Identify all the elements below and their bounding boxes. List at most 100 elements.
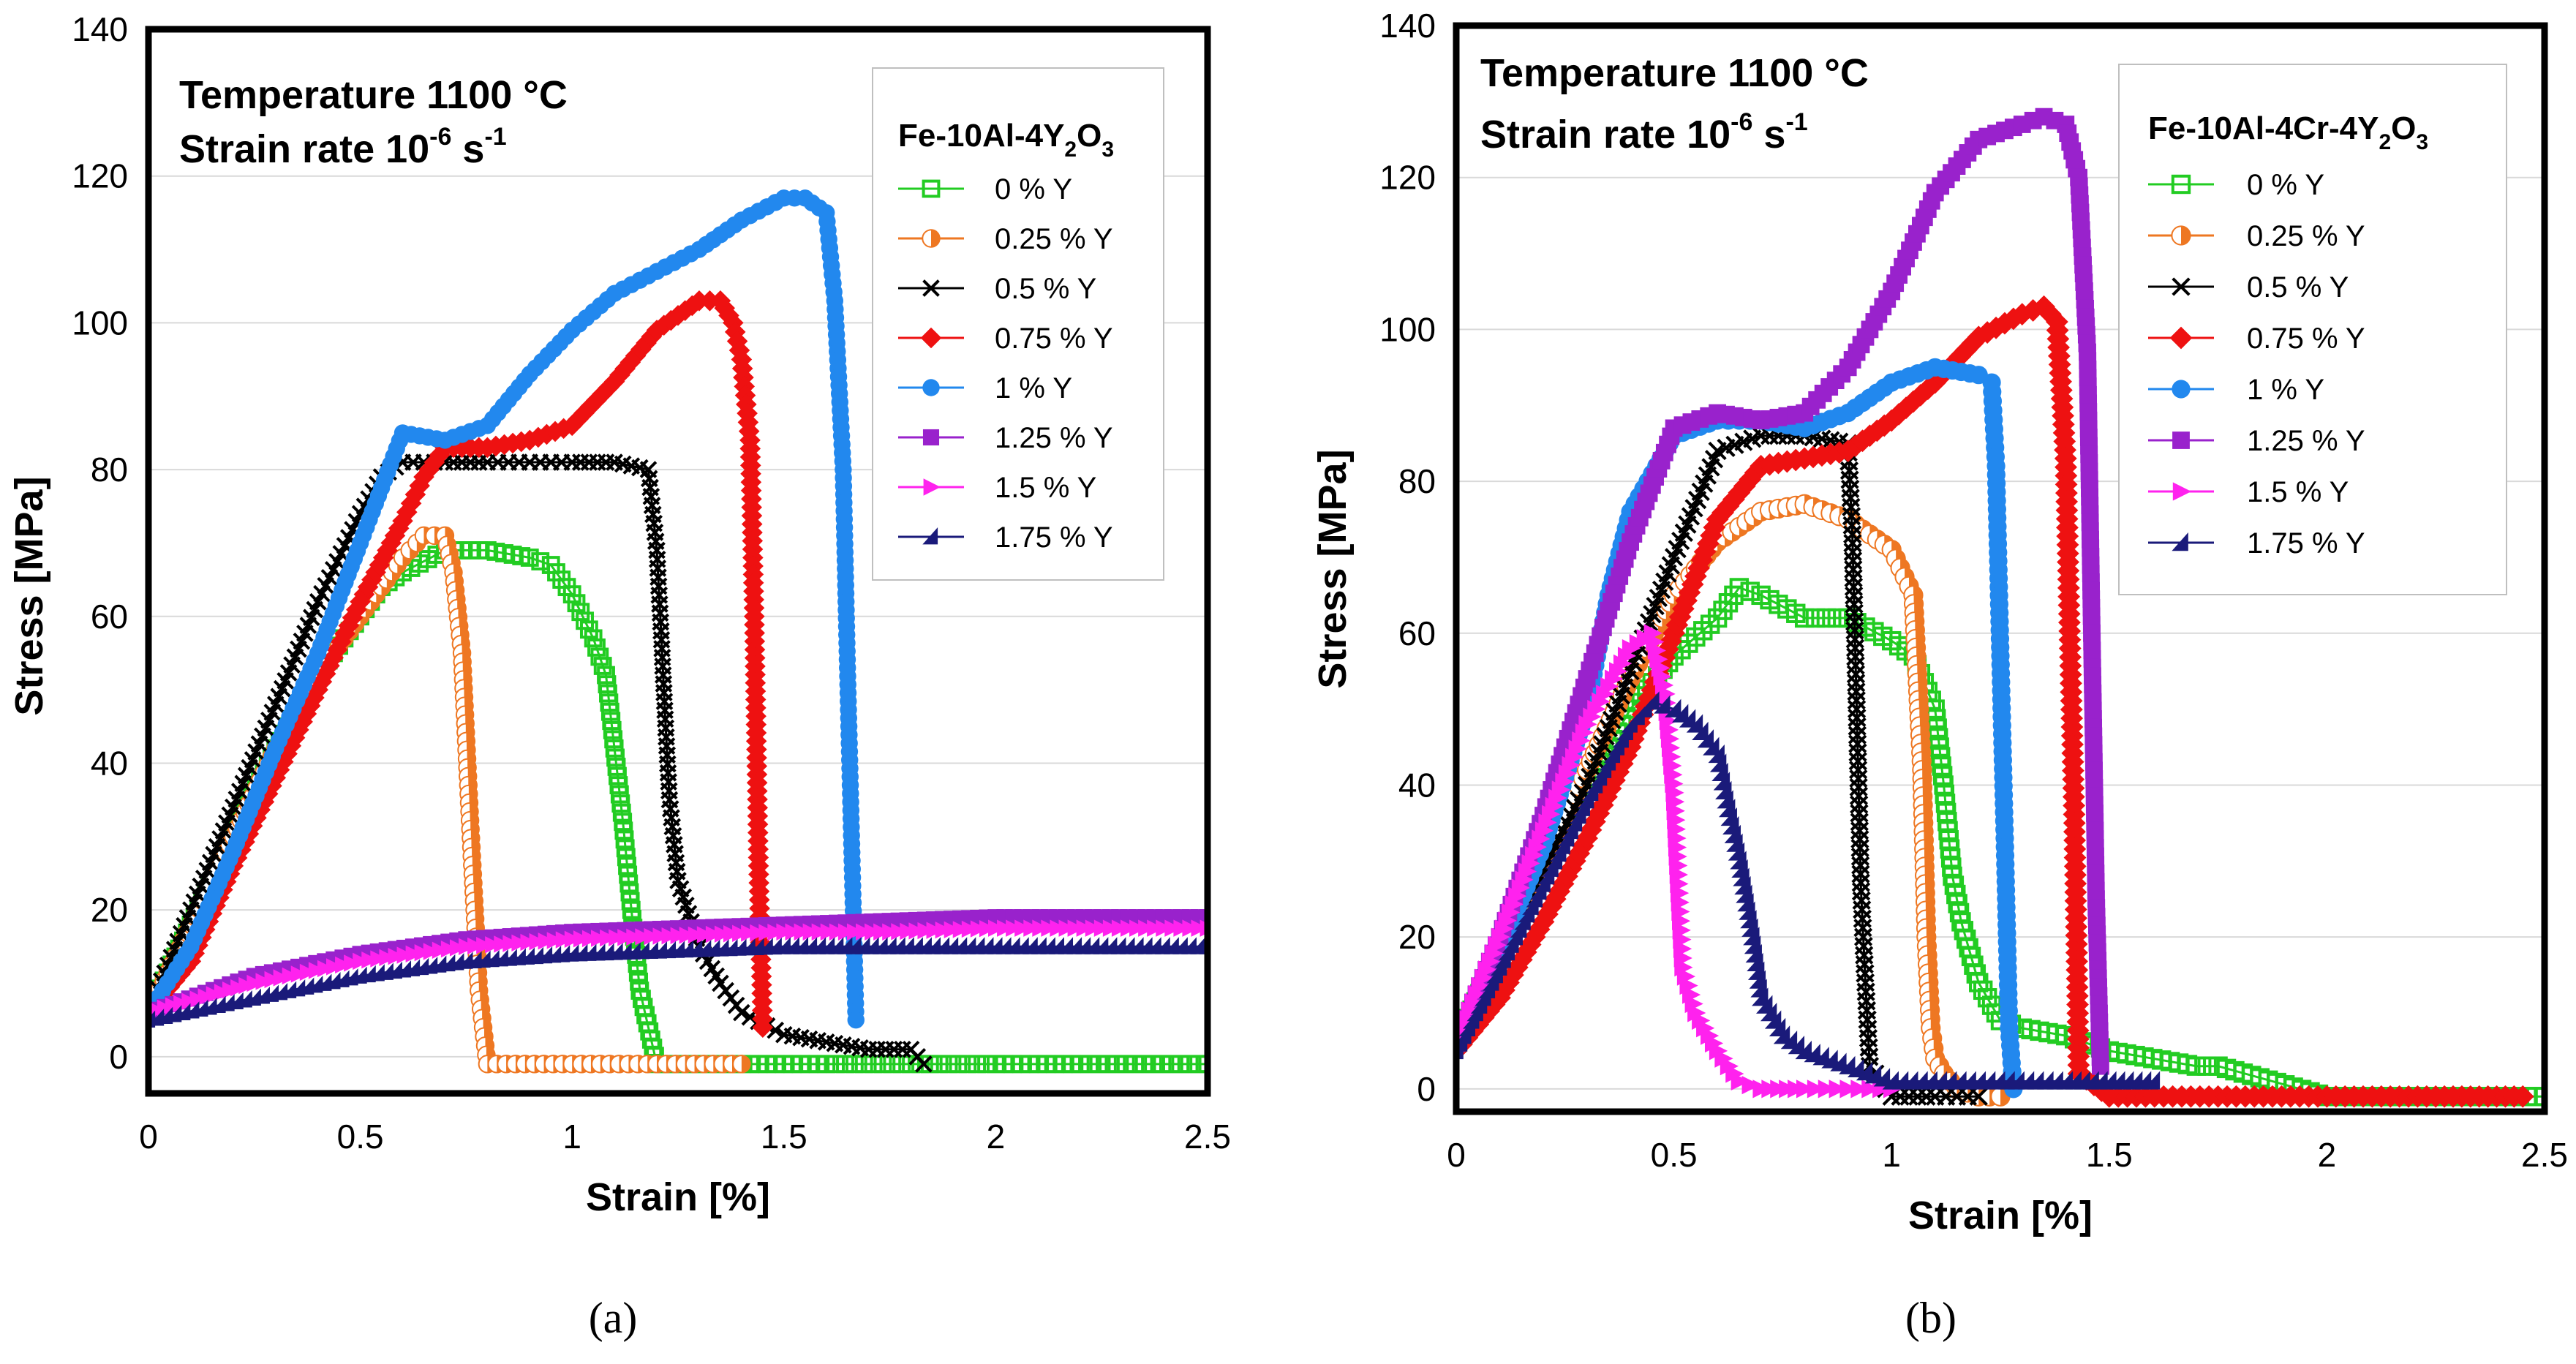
chart-a-point-1-75-y: [687, 940, 703, 957]
chart-a-point-1-5-y: [626, 928, 644, 946]
chart-a-point-0-y: [597, 666, 615, 685]
chart-a-point-1-75-y: [652, 941, 667, 959]
chart-a-legend-marker: [922, 527, 938, 545]
chart-b-point-0-75-y: [1510, 948, 1533, 971]
chart-a-point-1-5-y: [776, 923, 794, 941]
chart-a-point-1-75-y: [413, 957, 429, 976]
chart-a-point-1-75-y: [1164, 937, 1179, 954]
chart-a-point-1-5-y: [1085, 919, 1103, 937]
chart-a-point-0-75-y: [380, 532, 402, 554]
chart-b-x-tick-label: 0: [1447, 1136, 1466, 1174]
chart-b-point-1-75-y: [1743, 927, 1760, 946]
chart-a-point-1-5-y: [952, 921, 971, 938]
chart-b-point-1-5-y: [1861, 1079, 1880, 1099]
chart-a-point-1-5-y: [1111, 919, 1129, 937]
chart-b-x-tick-label: 0.5: [1651, 1136, 1698, 1174]
chart-a-x-axis-label: Strain [%]: [586, 1175, 770, 1219]
chart-a-point-0-y: [602, 712, 621, 731]
chart-b-point-0-75-y: [1993, 312, 2016, 335]
chart-b-point-1-75-y: [1679, 709, 1696, 728]
chart-a-annotation-temperature: Temperature 1100 °C: [179, 73, 568, 117]
chart-a-point-0-y: [590, 647, 609, 666]
chart-b-point-1-75-y: [1665, 698, 1681, 717]
chart-a-point-1-75-y: [713, 939, 729, 957]
chart-b-point-1-75-y: [1911, 1071, 1928, 1090]
chart-a-point-1-5-y: [361, 952, 379, 969]
chart-a-point-1-75-y: [598, 943, 614, 961]
chart-b-point-1-75-y: [1713, 772, 1730, 791]
chart-a-point-1-5-y: [485, 936, 502, 954]
chart-b-point-0-75-y: [1493, 979, 1515, 1002]
chart-b-point-0-y: [1827, 608, 1848, 628]
chart-a-point-0-25-y: [732, 1055, 751, 1074]
chart-b-point-0-75-y: [1551, 873, 1575, 895]
chart-b-point-0-75-y: [1607, 761, 1630, 783]
chart-a-point-0-75-y: [726, 331, 748, 352]
chart-a-point-1-5-y: [405, 945, 423, 963]
chart-a-point-1-5-y: [520, 933, 538, 952]
chart-b-point-1-75-y: [2091, 1071, 2108, 1090]
chart-b-point-0-75-y: [1880, 409, 1903, 432]
chart-a-point-1-5-y: [970, 920, 988, 938]
chart-a-point-0-y: [958, 1055, 977, 1074]
chart-a-point-1-75-y: [563, 944, 579, 962]
chart-b-point-0-75-y: [1505, 956, 1529, 979]
chart-a-point-1-5-y: [459, 938, 476, 956]
chart-a-legend-entry-1-25-y: 1.25 % Y: [898, 422, 1113, 454]
chart-b-point-0-75-y: [2511, 1085, 2534, 1108]
chart-b-point-1-75-y: [1747, 961, 1765, 980]
chart-a-point-0-y: [520, 549, 539, 567]
chart-b-point-0-75-y: [1924, 371, 1947, 394]
chart-a-point-1-5-y: [388, 947, 405, 965]
chart-a-y-axis-label: Stress [MPa]: [7, 476, 51, 715]
chart-a-point-0-y: [531, 552, 550, 570]
chart-b-point-1-75-y: [1930, 1071, 1948, 1090]
chart-a-point-1-75-y: [802, 937, 818, 954]
chart-b-point-0-75-y: [1571, 834, 1594, 857]
chart-b-point-0-5-y: [1908, 1087, 1927, 1106]
chart-a-point-0-y: [1126, 1055, 1145, 1074]
chart-a-point-1-75-y: [511, 948, 526, 965]
chart-a-point-1-5-y: [617, 929, 635, 946]
chart-b-point-1-75-y: [1739, 901, 1755, 920]
chart-a-point-1-75-y: [819, 937, 835, 954]
chart-a-point-1-75-y: [1040, 937, 1055, 954]
chart-b-point-1-75-y: [1891, 1071, 1909, 1090]
chart-b-point-1-75-y: [2143, 1071, 2161, 1090]
chart-a-point-1-5-y: [502, 935, 520, 952]
chart-a-point-1-5-y: [273, 969, 290, 987]
chart-b-point-1-75-y: [1530, 881, 1547, 900]
chart-a-point-0-y: [587, 638, 606, 657]
chart-b-point-1-75-y: [2046, 1071, 2063, 1090]
chart-a-point-1-5-y: [344, 954, 361, 972]
chart-b-point-1-75-y: [1709, 753, 1727, 772]
chart-b-point-0-75-y: [1744, 461, 1767, 484]
chart-a-point-1-5-y: [1041, 919, 1058, 937]
chart-a-legend-label: 1.75 % Y: [995, 521, 1113, 554]
chart-b-point-0-75-y: [1722, 488, 1745, 511]
chart-a-point-1-5-y: [591, 930, 609, 947]
chart-b-legend-marker: [2171, 174, 2191, 195]
chart-a-point-0-y: [845, 1055, 864, 1074]
chart-a-point-0-y: [1153, 1055, 1172, 1074]
chart-b-legend-title-sub2: 3: [2416, 130, 2428, 154]
chart-b-y-axis-label: Stress [MPa]: [1311, 449, 1355, 688]
chart-a-point-1-75-y: [643, 941, 658, 959]
chart-a-strain-rate-unit: s: [451, 127, 484, 171]
chart-b-point-1-75-y: [2117, 1071, 2134, 1090]
chart-b-point-1-75-y: [2109, 1071, 2125, 1090]
chart-a-point-1-5-y: [723, 925, 741, 943]
chart-a-point-1-75-y: [369, 964, 385, 981]
chart-a-point-1-75-y: [554, 945, 570, 962]
chart-b-point-1-75-y: [1780, 1030, 1798, 1050]
chart-a-y-tick-label: 100: [72, 304, 128, 342]
chart-a-point-1-5-y: [511, 934, 529, 952]
chart-b-legend-entry-1-5-y: 1.5 % Y: [2148, 476, 2349, 508]
chart-a-point-1-5-y: [353, 952, 370, 971]
chart-a-legend-title-sub1: 2: [1064, 137, 1077, 162]
chart-a-legend-marker: [922, 379, 940, 396]
chart-a-point-0-y: [1134, 1055, 1153, 1074]
chart-b-point-1-75-y: [1643, 691, 1660, 710]
chart-a-point-1-5-y: [785, 923, 802, 941]
chart-a-x-tick-label: 2.5: [1184, 1118, 1231, 1156]
